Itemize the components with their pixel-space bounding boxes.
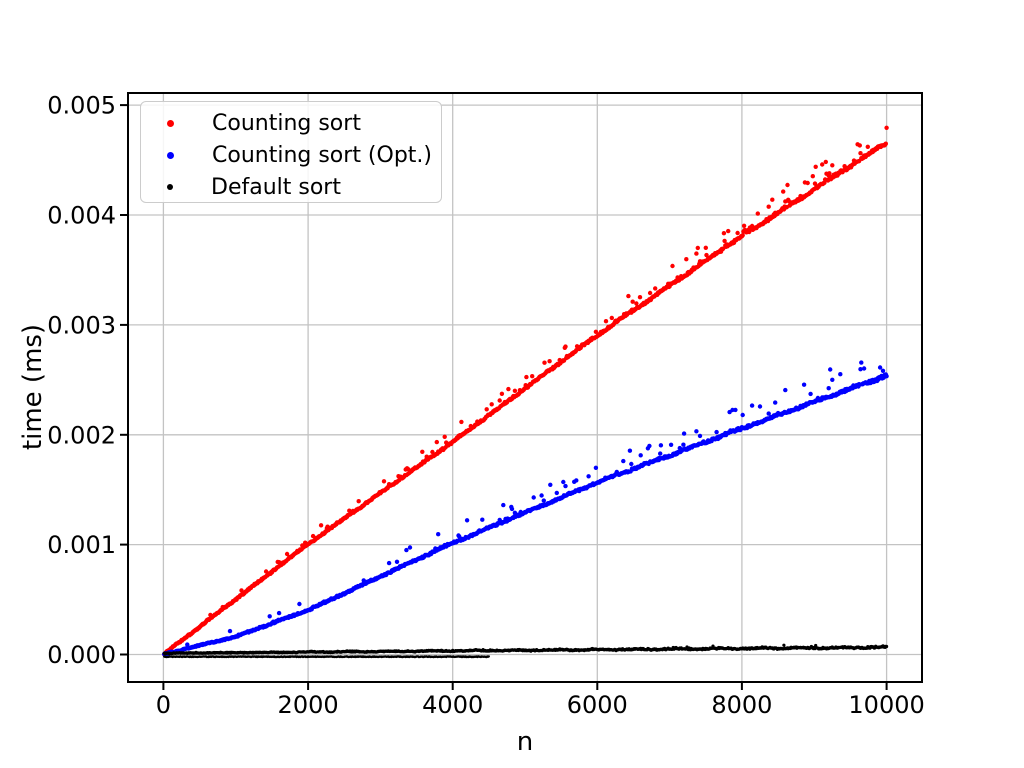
- legend-marker-dot-icon: [167, 151, 174, 159]
- x-tick-labels: 0 2000 4000 6000 8000 10000: [156, 691, 925, 719]
- svg-text:0: 0: [156, 691, 171, 719]
- svg-text:0.000: 0.000: [47, 641, 116, 669]
- svg-text:8000: 8000: [711, 691, 772, 719]
- legend-item-counting-sort: Counting sort: [141, 107, 441, 139]
- legend-item-counting-sort-opt: Counting sort (Opt.): [141, 139, 441, 171]
- legend: Counting sort Counting sort (Opt.) Defau…: [140, 101, 442, 203]
- y-tick-labels: 0.000 0.001 0.002 0.003 0.004 0.005: [47, 92, 116, 669]
- legend-label: Counting sort (Opt.): [212, 142, 432, 168]
- legend-item-default-sort: Default sort: [141, 171, 441, 203]
- svg-text:0.001: 0.001: [47, 531, 116, 559]
- svg-text:0.005: 0.005: [47, 92, 116, 120]
- x-tick-marks: [162, 682, 888, 690]
- series-counting-sort-opt: [162, 360, 889, 657]
- svg-text:4000: 4000: [422, 691, 483, 719]
- y-axis-label: time (ms): [18, 323, 48, 451]
- svg-text:10000: 10000: [848, 691, 924, 719]
- series-counting-sort: [162, 125, 889, 657]
- svg-text:0.003: 0.003: [47, 311, 116, 339]
- svg-text:0.004: 0.004: [47, 202, 116, 230]
- legend-label: Counting sort: [212, 110, 361, 136]
- x-axis-label: n: [516, 727, 534, 757]
- series-default-sort: [162, 643, 889, 659]
- svg-text:6000: 6000: [567, 691, 628, 719]
- legend-marker-dot-icon: [167, 184, 173, 191]
- svg-text:0.002: 0.002: [47, 421, 116, 449]
- plot-border: [127, 92, 923, 683]
- y-tick-marks: [120, 104, 128, 656]
- legend-label: Default sort: [211, 174, 341, 200]
- svg-text:2000: 2000: [278, 691, 339, 719]
- legend-marker-dot-icon: [167, 119, 174, 127]
